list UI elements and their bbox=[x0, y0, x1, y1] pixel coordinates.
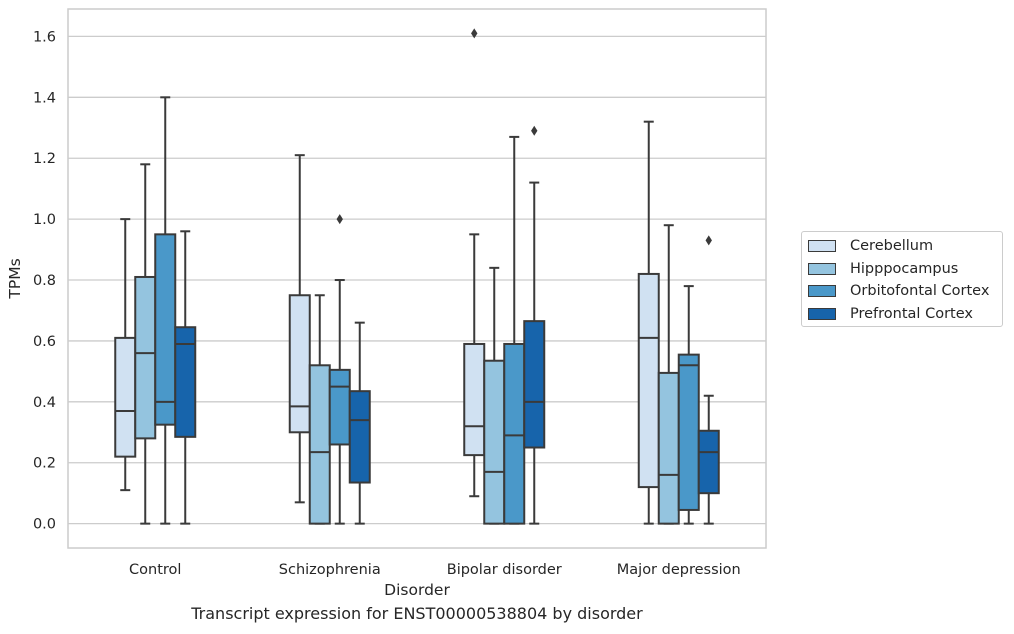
legend-item: Hipppocampus bbox=[808, 258, 1002, 281]
legend-label: Hipppocampus bbox=[850, 260, 959, 277]
iqr-box bbox=[134, 275, 157, 440]
outlier-point bbox=[471, 28, 478, 39]
iqr-box bbox=[328, 368, 351, 446]
x-tick-label: Major depression bbox=[617, 562, 741, 578]
legend-swatch bbox=[808, 307, 836, 320]
box-prefrontal-cortex bbox=[174, 230, 197, 525]
box-hipppocampus bbox=[483, 266, 506, 525]
box-cerebellum bbox=[288, 154, 311, 504]
y-tick-label: 0.6 bbox=[33, 334, 56, 350]
iqr-box bbox=[637, 272, 660, 489]
outlier-point bbox=[705, 235, 712, 246]
legend-label: Prefrontal Cortex bbox=[850, 305, 973, 322]
outlier-point bbox=[336, 214, 343, 225]
box-plot-series bbox=[114, 28, 720, 525]
box-cerebellum bbox=[463, 28, 486, 498]
iqr-box bbox=[288, 294, 311, 434]
y-axis-label: TPMs bbox=[6, 258, 24, 299]
box-hipppocampus bbox=[308, 294, 331, 525]
box-prefrontal-cortex bbox=[348, 321, 371, 525]
iqr-box bbox=[697, 429, 720, 495]
box-orbitofontal-cortex bbox=[328, 214, 351, 525]
box-hipppocampus bbox=[134, 163, 157, 525]
chart-caption: Transcript expression for ENST0000053880… bbox=[191, 604, 643, 623]
plot-frame bbox=[67, 8, 767, 549]
legend-label: Orbitofontal Cortex bbox=[850, 283, 990, 300]
y-tick-label: 0.8 bbox=[33, 273, 56, 289]
x-axis-ticks: Control Schizophrenia Bipolar disorder Majo… bbox=[129, 562, 741, 578]
x-tick-label: Bipolar disorder bbox=[447, 562, 562, 578]
iqr-box bbox=[503, 342, 526, 525]
x-axis-label: Disorder bbox=[384, 581, 450, 599]
iqr-box bbox=[523, 320, 546, 449]
x-tick-label: Schizophrenia bbox=[279, 562, 381, 578]
legend-label: Cerebellum bbox=[850, 238, 934, 255]
legend-item: Orbitofontal Cortex bbox=[808, 280, 1002, 303]
y-tick-label: 1.4 bbox=[33, 90, 56, 106]
box-orbitofontal-cortex bbox=[677, 285, 700, 525]
box-prefrontal-cortex bbox=[523, 125, 546, 525]
y-tick-label: 0.4 bbox=[33, 395, 56, 411]
y-tick-label: 0.0 bbox=[33, 517, 56, 533]
iqr-box bbox=[174, 326, 197, 438]
outlier-point bbox=[531, 125, 538, 136]
box-orbitofontal-cortex bbox=[154, 96, 177, 525]
legend-swatch bbox=[808, 240, 836, 253]
iqr-box bbox=[308, 364, 331, 525]
chart-legend: Cerebellum Hipppocampus Orbitofontal Corte… bbox=[801, 231, 1003, 327]
legend-item: Cerebellum bbox=[808, 235, 1002, 258]
y-tick-label: 0.2 bbox=[33, 456, 56, 472]
box-prefrontal-cortex bbox=[697, 235, 720, 525]
legend-swatch bbox=[808, 262, 836, 275]
iqr-box bbox=[677, 353, 700, 511]
box-hipppocampus bbox=[657, 224, 680, 525]
box-cerebellum bbox=[114, 218, 137, 492]
y-tick-label: 1.2 bbox=[33, 151, 56, 167]
y-axis-ticks: 0.0 0.2 0.4 0.6 0.8 1.0 1.2 1.4 1.6 bbox=[33, 29, 56, 532]
x-tick-label: Control bbox=[129, 562, 181, 578]
legend-swatch bbox=[808, 285, 836, 298]
iqr-box bbox=[463, 342, 486, 457]
iqr-box bbox=[657, 371, 680, 525]
legend-item: Prefrontal Cortex bbox=[808, 303, 1002, 326]
iqr-box bbox=[483, 359, 506, 525]
iqr-box bbox=[348, 390, 371, 484]
iqr-box bbox=[154, 233, 177, 426]
box-cerebellum bbox=[637, 120, 660, 525]
iqr-box bbox=[114, 336, 137, 458]
y-tick-label: 1.0 bbox=[33, 212, 56, 228]
y-tick-label: 1.6 bbox=[33, 29, 56, 45]
box-orbitofontal-cortex bbox=[503, 135, 526, 525]
